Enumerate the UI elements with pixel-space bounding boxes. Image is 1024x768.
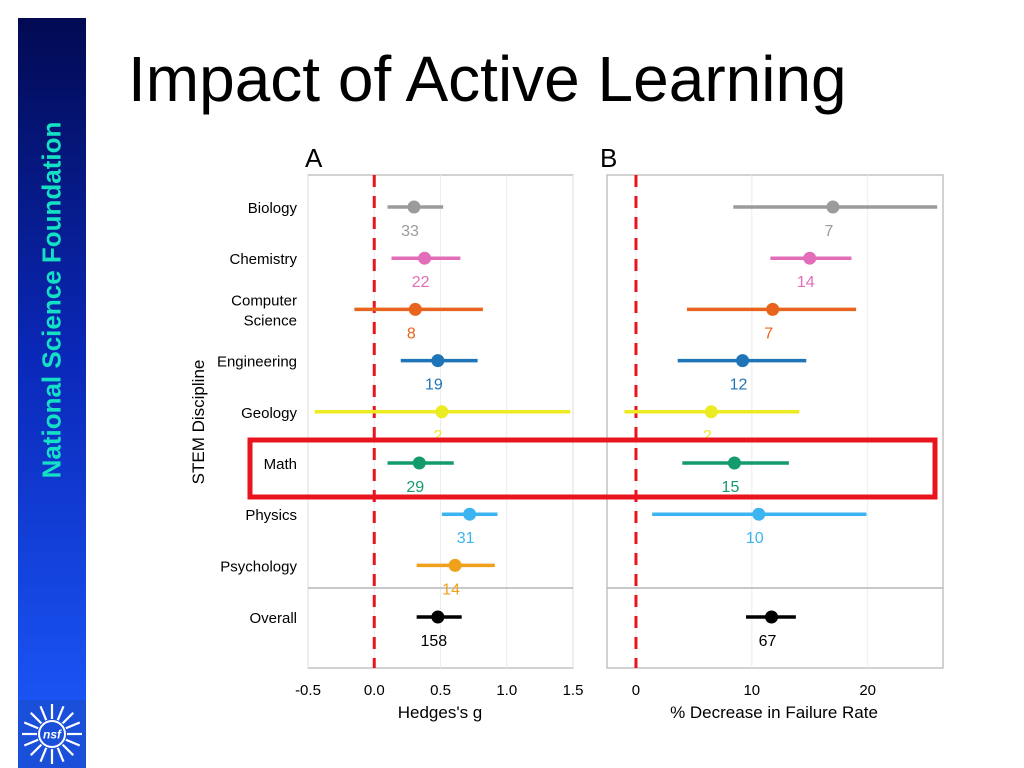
- nsf-logo: nsf: [18, 700, 86, 768]
- sample-size-a-chemistry: 22: [412, 274, 430, 291]
- panel-b-tick-label: 0: [632, 682, 640, 699]
- point-b-physics: [752, 507, 766, 521]
- plot-layer: -0.5 0.0 0.5 1.0 1.5 33 22 8 19 2 29 31 14 158 0 10 20 7 1…: [217, 174, 944, 699]
- sample-size-b-geology: 2: [703, 428, 712, 445]
- x-axis-label-a: Hedges's g: [398, 703, 483, 722]
- sample-size-b-computer-science: 7: [764, 325, 773, 342]
- math-highlight-box: [247, 437, 938, 500]
- point-a-psychology: [448, 558, 462, 572]
- panel-a-tick-label: 0.0: [364, 682, 385, 699]
- panel-a-tick-label: 1.0: [496, 682, 517, 699]
- panel-a-tick-label: 0.5: [430, 682, 451, 699]
- category-label-physics: Physics: [245, 507, 297, 524]
- point-a-engineering: [431, 354, 445, 368]
- category-label-line: Chemistry: [229, 251, 297, 268]
- category-label-geology: Geology: [241, 405, 297, 422]
- sample-size-b-chemistry: 14: [797, 274, 815, 291]
- y-axis-label: STEM Discipline: [189, 360, 208, 485]
- panel-b-tick-label: 20: [859, 682, 876, 699]
- sidebar-bar: [18, 18, 86, 768]
- sample-size-a-physics: 31: [457, 530, 475, 547]
- category-label-line: Geology: [241, 405, 297, 422]
- sample-size-b-math: 15: [722, 479, 740, 496]
- sample-size-b-engineering: 12: [730, 377, 748, 394]
- sidebar-label: National Science Foundation: [36, 121, 67, 479]
- panel-a-label: A: [305, 143, 323, 173]
- point-b-biology: [826, 200, 840, 214]
- slide-title: Impact of Active Learning: [128, 43, 847, 115]
- sample-size-a-biology: 33: [401, 223, 419, 240]
- category-label-line: Science: [244, 312, 297, 329]
- sample-size-b-overall: 67: [759, 633, 777, 650]
- panel-a-tick-label: -0.5: [295, 682, 321, 699]
- category-label-biology: Biology: [248, 200, 298, 217]
- category-label-math: Math: [264, 456, 297, 473]
- category-label-overall: Overall: [249, 610, 297, 627]
- panel-b-label: B: [600, 143, 617, 173]
- point-a-chemistry: [418, 251, 432, 265]
- category-label-line: Psychology: [220, 558, 297, 575]
- category-label-line: Biology: [248, 200, 298, 217]
- sample-size-a-computer-science: 8: [407, 325, 416, 342]
- point-a-computer-science: [408, 302, 422, 316]
- point-a-geology: [435, 405, 449, 419]
- panel-a-tick-label: 1.5: [563, 682, 584, 699]
- x-axis-label-b: % Decrease in Failure Rate: [670, 703, 878, 722]
- category-label-line: Math: [264, 456, 297, 473]
- logo-text: nsf: [43, 728, 62, 742]
- point-a-overall: [431, 610, 445, 624]
- category-label-line: Physics: [245, 507, 297, 524]
- point-b-geology: [704, 405, 718, 419]
- sample-size-a-overall: 158: [420, 633, 447, 650]
- sample-size-a-math: 29: [406, 479, 424, 496]
- category-label-computer-science: Computer Science: [231, 292, 297, 329]
- category-label-engineering: Engineering: [217, 354, 297, 371]
- sample-size-a-geology: 2: [433, 428, 442, 445]
- point-a-physics: [463, 507, 477, 521]
- sample-size-a-psychology: 14: [442, 581, 460, 598]
- category-label-line: Overall: [249, 610, 297, 627]
- point-b-computer-science: [766, 302, 780, 316]
- sample-size-a-engineering: 19: [425, 377, 443, 394]
- category-label-chemistry: Chemistry: [229, 251, 297, 268]
- point-b-chemistry: [803, 251, 817, 265]
- point-b-math: [727, 456, 741, 470]
- category-label-line: Computer: [231, 292, 297, 309]
- point-b-overall: [765, 610, 779, 624]
- sample-size-b-biology: 7: [824, 223, 833, 240]
- panel-b-frame: [606, 174, 944, 669]
- forest-plot-figure: A B STEM Discipline Hedges's g % Decreas…: [189, 143, 944, 722]
- panel-b-tick-label: 10: [743, 682, 760, 699]
- point-b-engineering: [736, 354, 750, 368]
- point-a-math: [412, 456, 426, 470]
- category-label-line: Engineering: [217, 354, 297, 371]
- sample-size-b-physics: 10: [746, 530, 764, 547]
- category-label-psychology: Psychology: [220, 558, 297, 575]
- point-a-biology: [407, 200, 421, 214]
